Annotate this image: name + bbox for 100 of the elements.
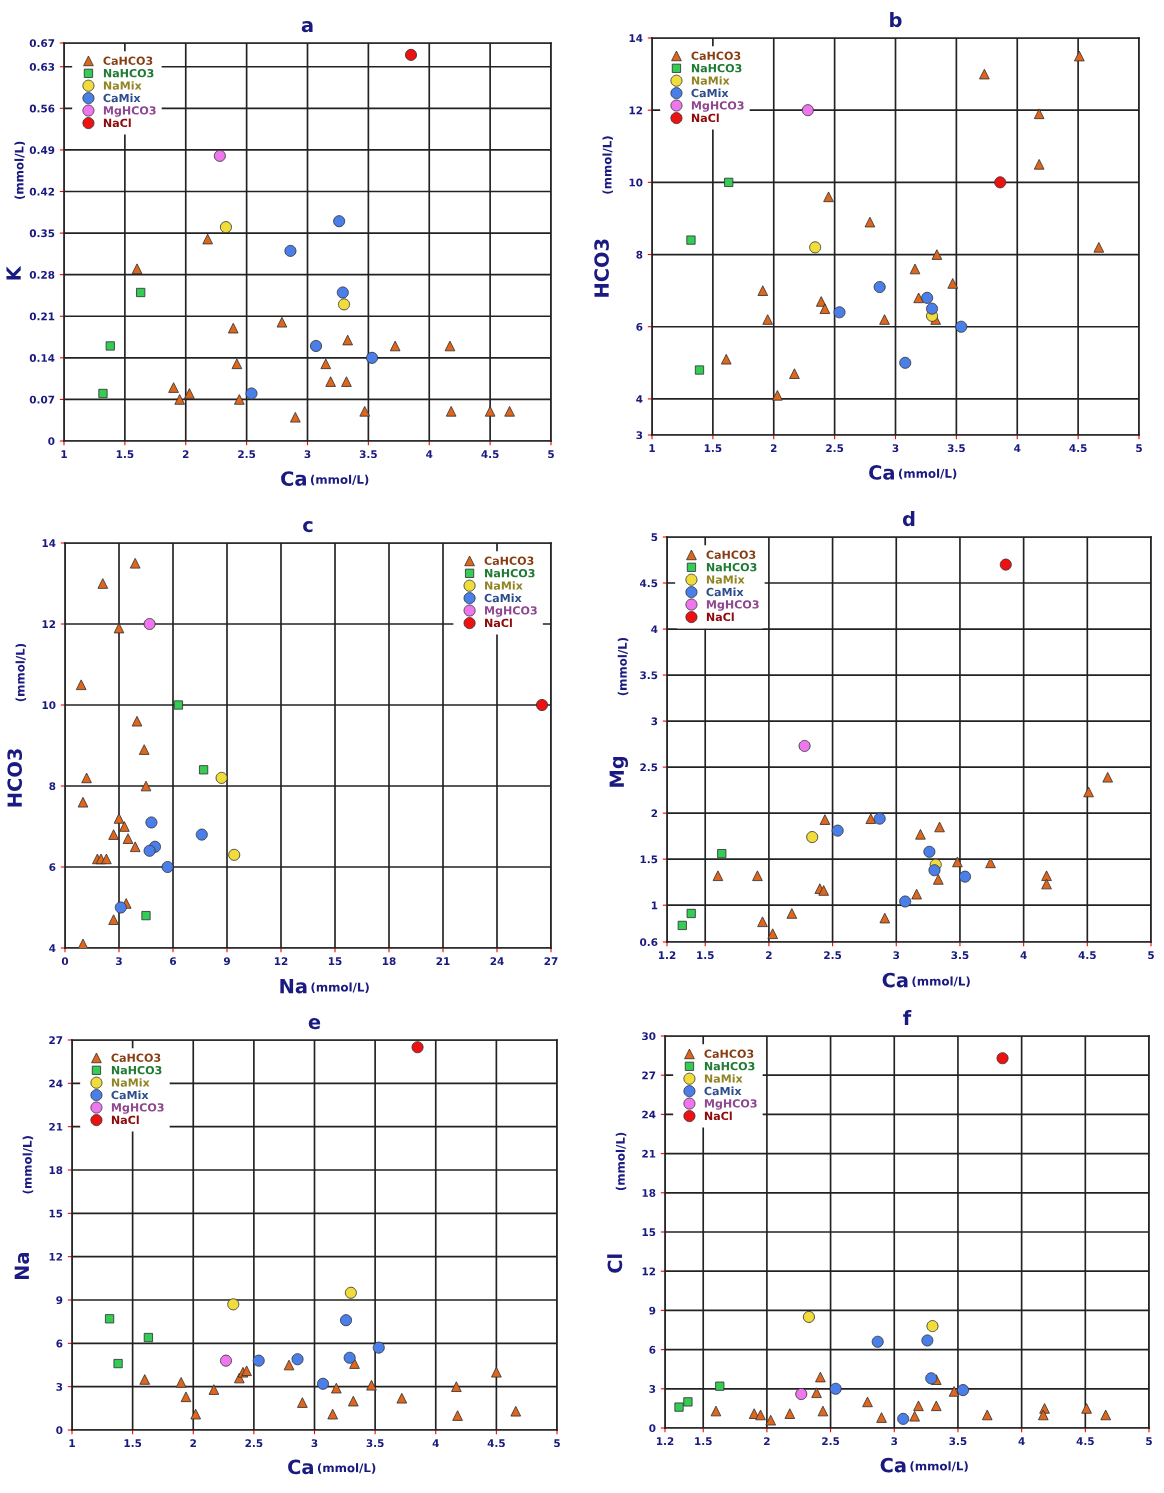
x-tick-label: 5 [554,1439,560,1448]
x-tick-label: 4.5 [481,450,499,459]
x-tick-label: 2 [764,1437,770,1445]
text: Cl (mmol/L) [607,1132,627,1273]
x-tick-label: 21 [436,957,450,965]
chart-title: c [303,521,313,533]
legend-label: MgHCO3 [103,106,156,117]
legend-label: NaCl [706,612,734,622]
y-tick-label: 8 [49,782,56,791]
y-tick-label: 4 [636,395,643,403]
legend-label: NaMix [485,581,523,590]
legend-label: MgHCO3 [704,1099,757,1110]
x-tick-label: 1 [69,1439,75,1447]
legend-label: NaCl [111,1115,139,1125]
legend-label: NaMix [111,1078,150,1087]
x-tick-label: 4 [1018,1437,1025,1445]
y-tick-label: 24 [49,1079,63,1088]
x-tick-label: 3 [311,1439,318,1448]
x-tick-label: 2 [770,444,777,452]
legend-label: CaMix [111,1090,149,1100]
y-tick-label: 2 [651,809,658,818]
y-tick-label: 3.5 [640,671,658,680]
x-tick-label: 3 [893,951,900,960]
x-tick-label: 1.5 [695,1437,712,1446]
x-axis-title: Ca (mmol/L) [880,1457,968,1473]
legend-label: NaCl [103,118,131,128]
point [767,928,778,939]
x-tick-label: 4.5 [1076,1437,1094,1446]
x-tick-label: 5 [1148,951,1154,960]
y-tick-label: 6 [56,1339,63,1348]
x-tick-label: 1.5 [116,450,134,459]
legend-label: NaHCO3 [706,562,757,572]
legend-label: NaCl [485,618,512,628]
legend-label: MgHCO3 [691,101,744,112]
x-tick-label: 2 [182,450,189,458]
legend-label: NaMix [706,575,745,584]
y-tick-label: 21 [49,1122,63,1131]
y-tick-label: 18 [49,1166,63,1175]
y-tick-label: 10 [629,178,643,187]
legend-label: CaMix [691,88,729,98]
legend-label: CaMix [103,93,141,103]
y-tick-label: 4 [651,625,658,633]
x-tick-label: 3.5 [366,1439,384,1448]
point [931,1400,942,1412]
x-axis-title: Ca (mmol/L) [869,465,957,480]
legend-label: CaHCO3 [103,56,153,65]
y-tick-label: 12 [642,1267,656,1276]
legend-label: NaHCO3 [103,68,154,78]
y-tick-label: 27 [642,1071,656,1080]
y-tick-label: 9 [649,1306,656,1315]
y-tick-label: 0.56 [29,104,55,113]
legend-label: CaHCO3 [704,1049,754,1058]
x-tick-label: 3.5 [947,444,965,453]
legend-label: NaMix [704,1074,743,1083]
y-tick-label: 3 [636,431,643,440]
y-tick-label: 21 [642,1149,656,1158]
y-tick-label: 6 [636,322,643,331]
text: K (mmol/L) [6,141,25,280]
x-tick-label: 6 [170,957,177,966]
point [143,1332,153,1343]
y-tick-label: 12 [629,106,643,115]
x-tick-label: 5 [1136,444,1142,453]
y-tick-label: 12 [42,620,56,628]
legend-label: MgHCO3 [485,606,537,617]
x-tick-label: 1.2 [658,951,676,959]
x-tick-label: 4 [1014,444,1021,452]
legend-label: MgHCO3 [111,1103,164,1114]
y-tick-label: 0 [56,1426,63,1435]
y-tick-label: 12 [49,1252,63,1261]
x-tick-label: 2.5 [245,1439,263,1448]
y-tick-label: 14 [629,34,643,42]
text: Na (mmol/L) [14,1136,34,1280]
x-tick-label: 3.5 [949,1437,967,1446]
x-tick-label: 27 [544,957,558,965]
x-tick-label: 3.5 [359,450,377,459]
x-axis-title: Na (mmol/L) [280,978,369,994]
legend-label: MgHCO3 [706,600,759,611]
y-tick-label: 1 [651,901,658,910]
x-tick-label: 3 [116,957,122,966]
legend-label: NaMix [691,76,730,85]
x-axis-title: Ca (mmol/L) [288,1459,376,1475]
legend-label: NaHCO3 [691,63,742,73]
x-tick-label: 5 [1146,1437,1152,1446]
y-tick-label: 4 [49,944,56,952]
y-tick-label: 8 [636,250,643,259]
y-tick-label: 0 [649,1424,656,1433]
chart-title: b [890,12,902,28]
x-tick-label: 2.5 [822,1437,840,1446]
y-tick-label: 3 [56,1382,63,1391]
legend-label: NaCl [691,113,719,123]
text: HCO3 (mmol/L) [594,136,613,297]
x-tick-label: 4.5 [1078,951,1096,960]
y-tick-label: 0.6 [640,938,658,947]
x-tick-label: 2.5 [238,450,256,459]
legend-label: NaHCO3 [111,1065,162,1075]
y-tick-label: 6 [649,1345,656,1354]
legend-label: NaHCO3 [704,1061,755,1071]
legend-label: CaHCO3 [111,1053,161,1062]
legend-label: CaMix [706,587,744,597]
y-tick-label: 0.07 [29,395,55,404]
